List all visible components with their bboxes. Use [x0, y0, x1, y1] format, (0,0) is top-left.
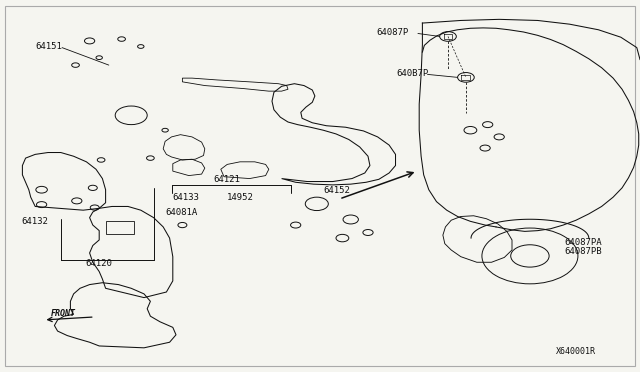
Text: X640001R: X640001R — [556, 347, 595, 356]
Text: 640B7P: 640B7P — [397, 69, 429, 78]
Text: FRONT: FRONT — [51, 310, 76, 318]
Text: 64152: 64152 — [323, 186, 350, 195]
Text: 64087PA: 64087PA — [564, 238, 602, 247]
Text: 14952: 14952 — [227, 193, 254, 202]
Text: 64120: 64120 — [86, 259, 113, 268]
Text: 64151: 64151 — [35, 42, 62, 51]
Text: 64121: 64121 — [214, 175, 241, 184]
Text: 64081A: 64081A — [165, 208, 197, 217]
Text: 64132: 64132 — [21, 217, 48, 226]
Text: 64087P: 64087P — [376, 28, 408, 37]
Text: 64087PB: 64087PB — [564, 247, 602, 256]
Text: 64133: 64133 — [173, 193, 200, 202]
